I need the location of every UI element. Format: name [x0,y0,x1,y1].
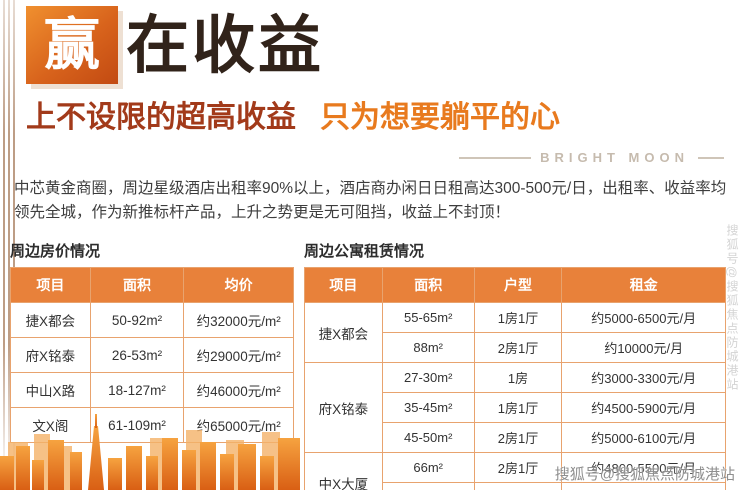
decor-line-right [698,156,724,159]
table-cell: 约4500-5900元/月 [561,392,726,423]
table-cell: 约4800-5500元/月 [561,452,726,483]
column-header: 项目 [10,267,91,303]
table-cell: 约5000-6500元/月 [561,302,726,333]
table-cell: 中山X路 [10,372,91,408]
table-cell: 约46000元/m² [183,372,294,408]
page-title: 在收益 [126,11,324,81]
table-cell: 约10000元/月 [561,332,726,363]
rent-table-title: 周边公寓租赁情况 [304,243,425,260]
table-cell: 2房1厅 [473,422,563,453]
subtitle-left: 上不设限的超高收益 [26,101,296,134]
table-cell: 66m² [381,452,475,483]
decor-line-left [459,156,532,159]
project-cell: 中X大厦 [304,452,383,490]
table-cell: 26-53m² [89,337,185,373]
rent-table-section: 周边公寓租赁情况 项目 面积 户型 租金 捷X都会 55-65m² 1房1厅 约… [304,240,728,490]
table-cell: 约32000元/m² [183,302,294,338]
page-header: 赢 在收益 [26,6,324,86]
decorative-tagline-text: BRIGHT MOON [540,150,689,165]
table-cell: 1房1厅 [473,302,563,333]
table-cell: 1房1厅 [473,392,563,423]
table-row: 捷X都会 55-65m² 1房1厅 约5000-6500元/月 [304,302,726,363]
column-header: 户型 [473,267,563,303]
table-cell: 88m² [381,332,475,363]
table-cell: 府X铭泰 [10,337,91,373]
table-row: 35-45m² 1房1厅 约4500-5900元/月 [305,392,726,423]
decorative-tagline: BRIGHT MOON [459,150,724,165]
subtitle-right: 只为想要躺平的心 [320,101,560,134]
rent-table: 项目 面积 户型 租金 捷X都会 55-65m² 1房1厅 约5000-6500… [304,267,726,490]
table-cell: 45-50m² [381,422,475,453]
table-row: 中山X路 18-127m² 约46000元/m² [10,372,294,408]
table-cell: 27-30m² [381,362,475,393]
table-cell: 2房1厅 [473,332,563,363]
table-header-row: 项目 面积 均价 [10,267,294,303]
table-cell: 18-127m² [89,372,185,408]
table-header-row: 项目 面积 户型 租金 [304,267,726,303]
table-cell: 约3000-3300元/月 [561,362,726,393]
city-skyline-illustration [0,414,300,490]
table-row: 中X大厦 66m² 2房1厅 约4800-5500元/月 [304,452,726,490]
table-row: 45-50m² 2房1厅 约5000-6100元/月 [305,422,726,453]
table-cell: 50-92m² [89,302,185,338]
table-row: 捷X都会 50-92m² 约32000元/m² [10,302,294,338]
table-cell: 捷X都会 [10,302,91,338]
watermark-bottom: 搜狐号@搜狐焦点防城港站 [554,466,735,483]
column-header: 项目 [304,267,383,303]
table-cell: 35-45m² [381,392,475,423]
project-cell: 府X铭泰 [304,362,383,453]
table-row: 106m² 3房1厅2卫 约13000元/月 [305,482,726,490]
price-table-title: 周边房价情况 [10,243,101,260]
column-header: 均价 [183,267,294,303]
watermark-side: 搜狐号@搜狐焦点防城港站 [725,224,739,393]
intro-paragraph: 中芯黄金商圈，周边星级酒店出租率90%以上，酒店商办闲日日租高达300-500元… [14,180,727,222]
table-row: 府X铭泰 27-30m² 1房 约3000-3300元/月 [304,362,726,453]
table-cell: 106m² [381,482,475,490]
table-cell: 3房1厅2卫 [473,482,563,490]
table-cell: 1房 [473,362,563,393]
column-header: 面积 [89,267,185,303]
column-header: 面积 [381,267,475,303]
table-row: 88m² 2房1厅 约10000元/月 [305,332,726,363]
table-cell: 约5000-6100元/月 [561,422,726,453]
brand-mark-character: 赢 [44,13,100,76]
table-cell: 61-109m² [89,407,185,443]
brand-mark-block: 赢 [26,6,118,84]
subtitle-row: 上不设限的超高收益 只为想要躺平的心 [26,92,560,136]
table-cell: 55-65m² [381,302,475,333]
table-row: 府X铭泰 26-53m² 约29000元/m² [10,337,294,373]
table-cell: 2房1厅 [473,452,563,483]
table-cell: 约13000元/月 [561,482,726,490]
table-cell: 约29000元/m² [183,337,294,373]
project-cell: 捷X都会 [304,302,383,363]
column-header: 租金 [561,267,726,303]
